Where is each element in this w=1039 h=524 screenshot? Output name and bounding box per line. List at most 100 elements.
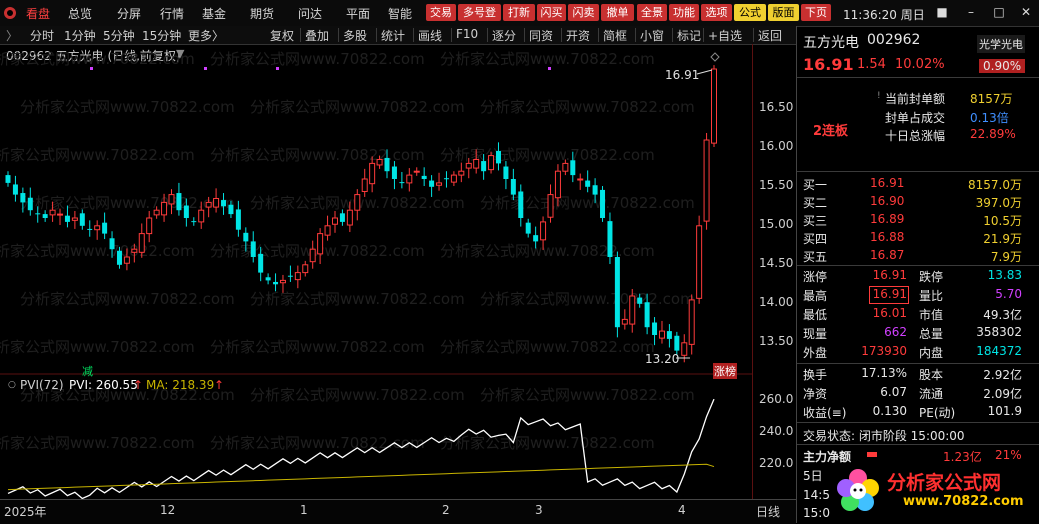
candle-body [406,174,413,184]
stock-code: 002962 [867,32,921,48]
toolbar-btn-2[interactable]: 多股 [343,29,368,43]
toolbar-btn-11[interactable]: 标记 [677,29,702,43]
minimize-icon[interactable]: – [968,5,974,19]
top-menu-bar: 看盘 总览 分屏 行情 基金 期货 问达 平面 智能 交易 多号登 打新 闪买 闪卖 撤单… [0,0,1039,27]
candle-body [637,297,643,304]
toolbar-btn-10[interactable]: 小窗 [640,29,665,43]
date-label: 2 [442,503,450,517]
quick-btn-8[interactable]: 选项 [701,4,732,21]
shirt-icon[interactable]: ■ [936,5,948,19]
kline-chart[interactable]: 分析家公式网www.70822.com 分析家公式网www.70822.com 分析… [0,44,752,499]
toolbar-btn-9[interactable]: 简框 [603,29,628,43]
toolbar-btn-6[interactable]: 逐分 [492,29,517,43]
stock-change: 1.54 [857,57,886,72]
toolbar-btn-3[interactable]: 统计 [381,29,406,43]
menu-zonglan[interactable]: 总览 [68,7,93,21]
seal-ratio-label: 封单占成交 [885,111,946,125]
quick-btn-9[interactable]: 公式 [734,4,766,21]
close-icon[interactable]: ✕ [1020,5,1032,19]
toolbar-btn-12[interactable]: +自选 [708,29,743,43]
indicator-title[interactable]: PVI(72) [20,378,64,392]
net-flow-label: 主力净额 [803,450,852,464]
bid-price[interactable]: 16.91 [870,176,905,190]
bid-price[interactable]: 16.87 [870,248,905,262]
menu-jijin[interactable]: 基金 [202,7,227,21]
menu-kanpan[interactable]: 看盘 [26,7,51,21]
finance-label: 股本 [919,368,944,382]
tab-fenshi[interactable]: 分时 [30,29,55,43]
candle-body [607,221,613,257]
quote-value: 184372 [976,344,1022,358]
candle-body [361,178,368,192]
bid-price[interactable]: 16.88 [870,230,905,244]
chevron-left-icon[interactable]: 〉 [6,29,19,43]
bid-price[interactable]: 16.90 [870,194,905,208]
period-label[interactable]: 日线 [756,505,781,519]
candle-body [213,198,220,208]
watermark-text: 分析家公式网www.70822.com [440,242,655,260]
toolbar-btn-5[interactable]: F10 [456,27,479,41]
quick-btn-7[interactable]: 功能 [669,4,699,21]
pvi-line [7,398,715,499]
watermark-text: 分析家公式网www.70822.com [440,434,655,452]
watermark-text: 分析家公式网www.70822.com [480,194,695,212]
menu-fenping[interactable]: 分屏 [117,7,142,21]
menu-hangqing[interactable]: 行情 [160,7,185,21]
quick-btn-10[interactable]: 版面 [768,4,799,21]
candle-body [123,256,130,264]
bid-price[interactable]: 16.89 [870,212,905,226]
signal-dot [276,67,279,70]
candle-body [205,201,212,208]
candle-body [346,209,353,226]
quick-btn-4[interactable]: 闪卖 [568,4,599,21]
toolbar-btn-8[interactable]: 开资 [566,29,591,43]
candle-body [191,221,197,223]
candle-body [273,281,279,285]
menu-pingmian[interactable]: 平面 [346,7,371,21]
quick-btn-2[interactable]: 打新 [503,4,535,21]
candle-body [317,233,324,255]
tab-more[interactable]: 更多〉 [188,29,225,43]
price-axis: 16.50 16.00 15.50 15.00 14.50 14.00 13.50 260.0… [752,44,797,499]
candle-body [12,184,18,195]
toolbar-btn-0[interactable]: 复权 [270,29,295,43]
toolbar-btn-4[interactable]: 画线 [418,29,443,43]
pvi-up-arrow-icon: ↑ [133,378,144,392]
chevron-down-icon[interactable]: ▼ [176,47,185,60]
toolbar-btn-1[interactable]: 叠加 [305,29,330,43]
tab-15min[interactable]: 15分钟 [142,29,182,43]
quick-btn-5[interactable]: 撤单 [601,4,634,21]
maximize-icon[interactable]: □ [993,5,1005,19]
watermark-text: 分析家公式网www.70822.com [20,98,235,116]
tag-jian: 减 [82,365,93,378]
menu-qihuo[interactable]: 期货 [250,7,275,21]
candle-body [666,331,672,339]
lianban-badge: 2连板 [813,124,849,139]
app-logo-icon[interactable] [0,0,20,26]
date-label: 1 [300,503,308,517]
tab-5min[interactable]: 5分钟 [103,29,135,43]
toolbar-btn-7[interactable]: 同资 [529,29,554,43]
candle-body [57,213,64,216]
finance-label: PE(动) [919,406,956,420]
bid-label: 买二 [803,196,828,210]
quick-btn-6[interactable]: 全景 [637,4,667,21]
high-arrow-icon [696,69,713,75]
candle-body [465,162,472,169]
pvi-tick: 220.0 [759,456,794,470]
menu-zhineng[interactable]: 智能 [388,7,413,21]
brand-url: www.70822.com [903,494,1024,509]
quick-btn-11[interactable]: 下页 [801,4,831,21]
quick-btn-0[interactable]: 交易 [426,4,456,21]
tag-zhangbang[interactable]: 涨榜 [713,363,737,379]
menu-wenda[interactable]: 问达 [298,7,323,21]
toolbar-btn-13[interactable]: 返回 [758,29,783,43]
sector-name[interactable]: 光学光电 [977,35,1025,53]
watermark-text: 分析家公式网www.70822.com [440,50,655,68]
candle-body [71,217,78,221]
tab-1min[interactable]: 1分钟 [64,29,96,43]
quick-btn-3[interactable]: 闪买 [537,4,566,21]
quick-btn-1[interactable]: 多号登 [458,4,501,21]
candle-body [399,182,405,184]
price-tick: 16.00 [759,139,794,153]
